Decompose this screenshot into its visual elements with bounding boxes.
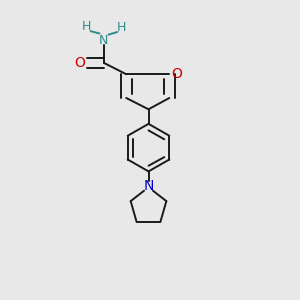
Text: N: N (143, 179, 154, 193)
Text: H: H (117, 21, 127, 34)
Text: O: O (171, 67, 182, 81)
Text: N: N (99, 34, 109, 46)
Text: O: O (75, 56, 86, 70)
Text: H: H (81, 20, 91, 33)
